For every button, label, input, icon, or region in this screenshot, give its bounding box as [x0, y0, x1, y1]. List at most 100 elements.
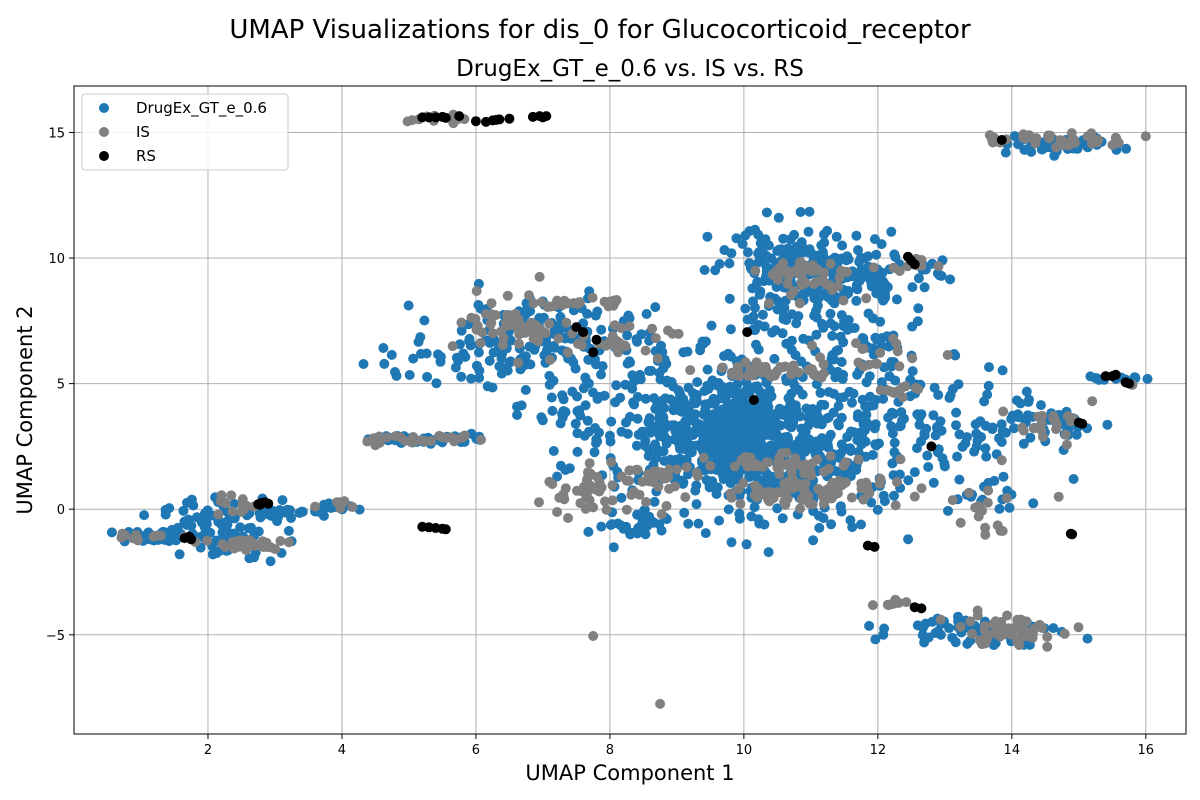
data-point: [480, 309, 491, 320]
data-point: [800, 459, 811, 470]
data-point: [490, 310, 501, 321]
data-point: [456, 371, 467, 382]
data-point: [588, 502, 599, 513]
data-point: [545, 354, 556, 365]
data-point: [486, 298, 497, 309]
data-point: [504, 113, 515, 124]
data-point: [1042, 631, 1053, 642]
data-point: [748, 296, 758, 307]
data-point: [283, 525, 294, 536]
data-point: [909, 467, 920, 478]
data-point: [643, 469, 653, 480]
data-point: [766, 371, 776, 382]
data-point: [563, 347, 573, 358]
data-point: [833, 281, 844, 292]
x-tick-label: 12: [870, 743, 887, 758]
data-point: [848, 388, 859, 399]
data-point: [913, 384, 924, 395]
data-point: [626, 489, 637, 500]
data-point: [851, 280, 862, 291]
data-point: [891, 338, 902, 349]
data-point: [996, 135, 1007, 145]
data-point: [839, 316, 850, 327]
data-point: [652, 353, 663, 364]
data-point: [983, 630, 994, 641]
data-point: [811, 329, 822, 340]
data-point: [997, 365, 1008, 376]
data-point: [649, 496, 660, 507]
data-point: [692, 377, 703, 388]
data-point: [815, 387, 826, 398]
legend-marker-drugex: [99, 103, 109, 113]
data-point: [726, 248, 737, 259]
data-point: [702, 231, 713, 242]
data-point: [663, 325, 673, 336]
data-point: [891, 294, 902, 305]
data-point: [994, 503, 1005, 514]
data-point: [1092, 137, 1103, 148]
data-point: [775, 362, 786, 372]
data-point: [649, 393, 659, 404]
data-point: [544, 379, 555, 390]
data-point: [552, 471, 563, 482]
data-point: [379, 358, 390, 369]
data-point: [742, 426, 753, 437]
plot-frame: [73, 85, 1187, 735]
data-point: [691, 467, 702, 478]
data-point: [734, 513, 745, 524]
data-point: [974, 635, 985, 646]
data-point: [620, 379, 631, 390]
data-point: [482, 381, 493, 392]
data-point: [750, 417, 761, 428]
data-point: [613, 347, 624, 358]
data-point: [562, 298, 573, 309]
data-point: [870, 634, 881, 645]
data-point: [247, 538, 258, 549]
data-point: [964, 487, 974, 498]
data-point: [622, 330, 633, 341]
data-point: [782, 279, 793, 289]
data-point: [857, 394, 868, 405]
data-point: [740, 357, 751, 368]
data-point: [943, 505, 953, 516]
data-point: [579, 430, 590, 441]
data-point: [606, 416, 617, 427]
data-point: [595, 483, 606, 494]
data-point: [574, 405, 585, 416]
data-point: [640, 345, 651, 356]
data-point: [981, 451, 992, 462]
data-point: [945, 274, 956, 285]
data-point: [998, 471, 1009, 482]
data-point: [678, 443, 688, 454]
data-point: [799, 468, 810, 479]
data-point: [916, 483, 927, 494]
data-point: [729, 461, 740, 472]
data-point: [907, 282, 918, 293]
data-point: [625, 411, 635, 422]
data-point: [679, 507, 690, 518]
data-point: [837, 374, 848, 384]
data-point: [833, 401, 844, 411]
data-point: [772, 304, 783, 315]
data-point: [440, 112, 451, 123]
data-point: [471, 286, 482, 296]
data-point: [987, 135, 998, 146]
data-point: [838, 337, 849, 348]
data-point: [537, 112, 548, 123]
data-point: [761, 207, 772, 218]
data-point: [715, 458, 726, 469]
data-point: [812, 371, 823, 382]
data-point: [778, 233, 789, 244]
x-tick-label: 8: [606, 743, 614, 758]
data-point: [554, 492, 565, 503]
data-point: [673, 328, 684, 339]
data-point: [896, 407, 907, 418]
data-point: [996, 455, 1007, 466]
data-point: [876, 239, 887, 250]
data-point: [370, 440, 381, 451]
data-point: [743, 370, 753, 381]
data-point: [1026, 132, 1037, 143]
data-point: [1018, 438, 1029, 449]
scatter-points: [106, 109, 1153, 709]
data-point: [1000, 147, 1011, 158]
